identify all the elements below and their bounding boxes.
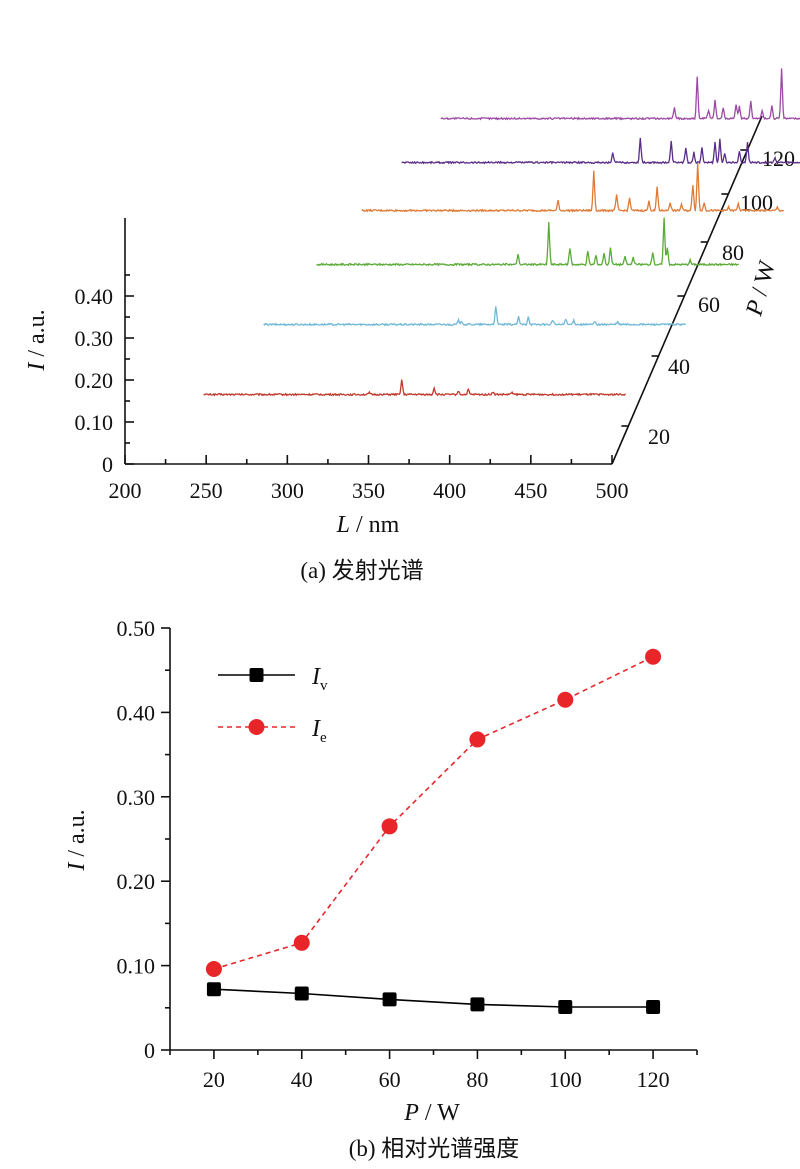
y-tick-label: 0.20 (75, 368, 114, 393)
caption-a: (a) 发射光谱 (300, 558, 423, 583)
y-tick-label: 0.40 (75, 284, 114, 309)
y-tick-label: 0.10 (75, 410, 114, 435)
x-axis-label: L / nm (336, 512, 400, 538)
x-tick-label: 120 (637, 1067, 670, 1092)
caption-b: (b) 相对光谱强度 (349, 1136, 520, 1161)
y-tick-label: 0.30 (75, 326, 114, 351)
data-point (646, 999, 661, 1014)
legend-entry-Iv: Iv (218, 664, 328, 694)
y-tick-label: 0 (144, 1038, 155, 1063)
y-tick-label: 0.10 (117, 954, 156, 979)
emission-spectra-chart: 200 250 300 350 400 450 500 0 0.10 0.20 0.30 0.40 I … (24, 68, 800, 583)
spectrum-series-120W (440, 68, 800, 121)
x-tick-label: 500 (596, 478, 629, 503)
x-axis-label: P / W (403, 1100, 460, 1126)
x-tick-label: 40 (291, 1067, 313, 1092)
y-tick-label: 0.40 (117, 700, 156, 725)
data-point (293, 934, 310, 951)
data-point (381, 818, 398, 835)
x-tick-label: 250 (190, 478, 223, 503)
data-point (645, 648, 662, 665)
x-tick-label: 60 (379, 1067, 401, 1092)
spectrum-line (401, 137, 800, 165)
depth-tick-label: 120 (762, 146, 795, 171)
depth-tick-label: 60 (698, 292, 720, 317)
legend-label: Iv (311, 664, 328, 694)
data-point (469, 731, 486, 748)
legend-entry-Ie: Ie (218, 716, 327, 746)
series-Iv (206, 982, 661, 1014)
spectrum-series-60W (316, 217, 739, 267)
y-tick-label: 0.20 (117, 869, 156, 894)
depth-tick-label: 80 (722, 240, 744, 265)
spectrum-line (316, 217, 739, 267)
x-tick-label: 350 (352, 478, 385, 503)
data-point (206, 982, 221, 997)
x-tick-label: 450 (514, 478, 547, 503)
x-tick-label: 300 (271, 478, 304, 503)
y-tick-label: 0 (102, 452, 113, 477)
x-tick-label: 20 (203, 1067, 225, 1092)
y-axis-label: I / a.u. (64, 809, 90, 871)
spectrum-line (203, 379, 627, 397)
spectrum-series-20W (203, 379, 627, 397)
data-point (558, 999, 573, 1014)
spectrum-series-80W (361, 162, 785, 213)
series-line (213, 988, 654, 1008)
depth-axis-line (611, 115, 763, 465)
series-line (213, 655, 654, 970)
legend-marker (249, 668, 264, 682)
series-Ie (205, 648, 662, 977)
data-point (205, 960, 222, 977)
x-tick-label: 80 (466, 1067, 488, 1092)
depth-axis-label: P / W (741, 258, 781, 320)
x-tick-label: 200 (109, 478, 142, 503)
y-tick-label: 0.30 (117, 785, 156, 810)
spectrum-series-40W (263, 306, 686, 327)
relative-intensity-chart: 20 40 60 80 100 120 0 0.10 0.20 0.30 0.40 0.50 I / a… (64, 616, 698, 1161)
depth-tick-label: 20 (648, 424, 670, 449)
data-point (382, 992, 397, 1007)
data-point (294, 986, 309, 1001)
spectrum-line (263, 306, 686, 327)
legend-marker (248, 719, 265, 735)
y-axis-label: I / a.u. (24, 309, 50, 371)
x-tick-label: 400 (433, 478, 466, 503)
y-tick-label: 0.50 (117, 616, 156, 641)
spectrum-line (440, 68, 800, 121)
legend-label: Ie (311, 716, 327, 746)
data-point (557, 691, 574, 708)
spectrum-line (361, 162, 785, 213)
depth-tick-label: 40 (668, 354, 690, 379)
data-point (470, 997, 485, 1012)
x-tick-label: 100 (549, 1067, 582, 1092)
spectrum-series-100W (401, 137, 800, 165)
